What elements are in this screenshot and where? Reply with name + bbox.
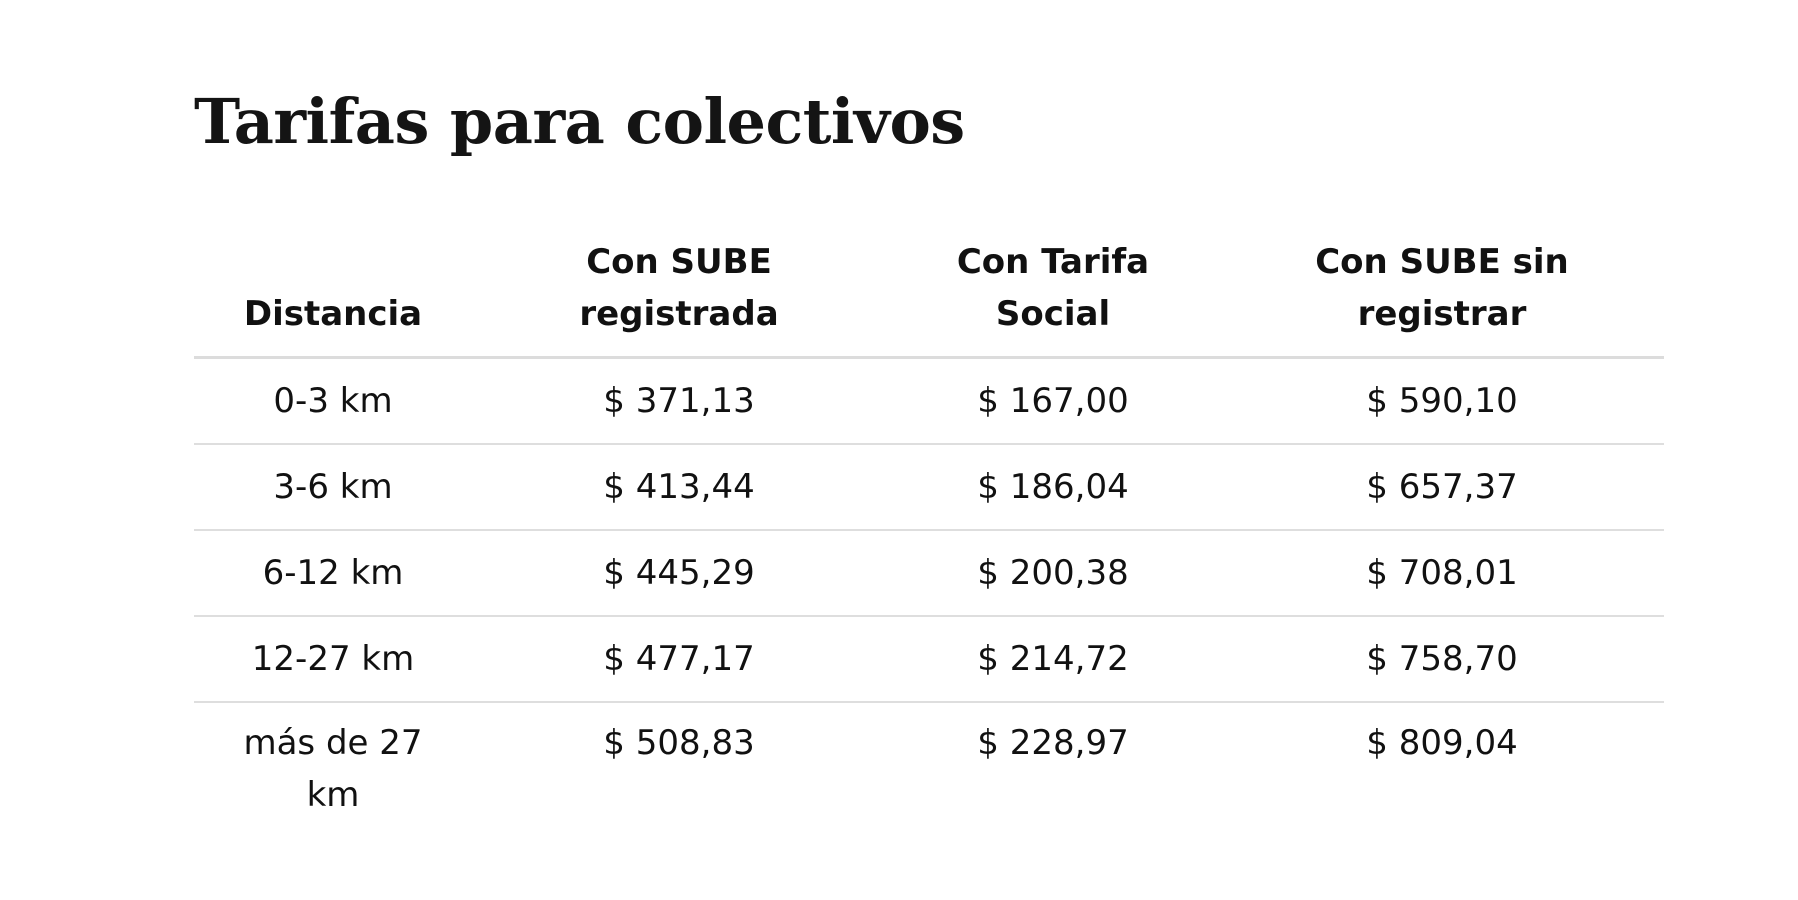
- fare-tarifa-social-cell: $ 167,00: [886, 357, 1220, 445]
- fare-tarifa-social-cell: $ 200,38: [886, 530, 1220, 617]
- distance-cell: 6-12 km: [194, 530, 472, 617]
- fare-tarifa-social-cell: $ 228,97: [977, 723, 1129, 763]
- fare-sube-registrada-cell: $ 508,83: [603, 723, 755, 763]
- fare-table: Distancia Con SUBE registrada Con Tarifa…: [194, 208, 1664, 821]
- fare-sube-registrada-cell: $ 371,13: [472, 357, 886, 445]
- column-header-sube-registrada: Con SUBE registrada: [472, 208, 886, 359]
- column-header-sube-sin-registrar: Con SUBE sin registrar: [1220, 208, 1664, 359]
- distance-cell: 12-27 km: [194, 616, 472, 703]
- fare-sube-sin-registrar-cell: $ 809,04: [1366, 723, 1518, 763]
- fare-sube-registrada-cell: $ 413,44: [472, 444, 886, 531]
- table-row: 12-27 km $ 477,17 $ 214,72 $ 758,70: [194, 616, 1664, 703]
- fare-sube-sin-registrar-cell: $ 758,70: [1220, 616, 1664, 703]
- distance-cell: más de 27 km: [243, 723, 423, 815]
- table-row: 6-12 km $ 445,29 $ 200,38 $ 708,01: [194, 530, 1664, 617]
- fare-sube-registrada-cell: $ 445,29: [472, 530, 886, 617]
- table-header-row: Distancia Con SUBE registrada Con Tarifa…: [194, 208, 1664, 359]
- table-row: 0-3 km $ 371,13 $ 167,00 $ 590,10: [194, 357, 1664, 445]
- fare-tarifa-social-cell: $ 214,72: [886, 616, 1220, 703]
- table-row: 3-6 km $ 413,44 $ 186,04 $ 657,37: [194, 444, 1664, 531]
- fare-sube-sin-registrar-cell: $ 590,10: [1220, 357, 1664, 445]
- table-row: más de 27 km $ 508,83 $ 228,97 $ 809,04: [194, 702, 1664, 821]
- fare-sube-registrada-cell: $ 477,17: [472, 616, 886, 703]
- column-header-tarifa-social: Con Tarifa Social: [886, 208, 1220, 359]
- distance-cell: 3-6 km: [194, 444, 472, 531]
- distance-cell: 0-3 km: [194, 357, 472, 445]
- page-title: Tarifas para colectivos: [194, 85, 965, 158]
- fare-sube-sin-registrar-cell: $ 657,37: [1220, 444, 1664, 531]
- fare-tarifa-social-cell: $ 186,04: [886, 444, 1220, 531]
- column-header-distancia: Distancia: [194, 208, 472, 359]
- fare-sube-sin-registrar-cell: $ 708,01: [1220, 530, 1664, 617]
